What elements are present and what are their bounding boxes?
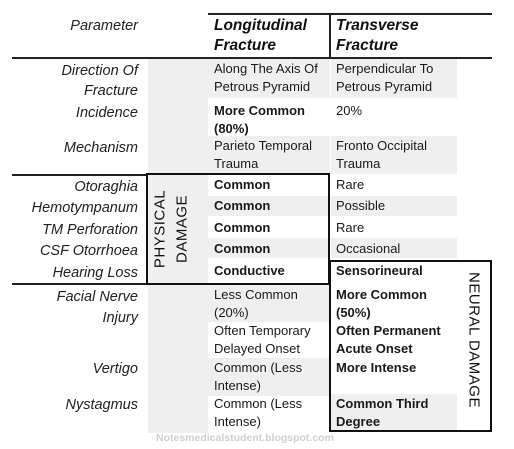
shade-long-facial bbox=[208, 284, 330, 322]
shade-long-mechanism bbox=[208, 136, 330, 174]
trans-nystagmus-line2: Degree bbox=[336, 414, 381, 429]
long-direction-line1: Along The Axis Of bbox=[214, 61, 318, 76]
trans-tm-perforation: Rare bbox=[336, 220, 365, 235]
trans-csf-otorrhoea: Occasional bbox=[336, 241, 401, 256]
trans-incidence: 20% bbox=[336, 103, 363, 118]
physical-damage-box bbox=[146, 173, 330, 285]
trans-facial-line2: (50%) bbox=[336, 305, 371, 320]
shade-param-column bbox=[148, 58, 208, 433]
trans-facial-line3: Often Permanent bbox=[336, 323, 441, 338]
long-hemotympanum: Common bbox=[214, 198, 271, 213]
param-direction-line2: Fracture bbox=[84, 83, 138, 99]
trans-mechanism-line2: Trauma bbox=[336, 156, 381, 171]
trans-direction-line1: Perpendicular To bbox=[336, 61, 434, 76]
trans-nystagmus-line1: Common Third bbox=[336, 396, 429, 411]
long-mechanism-line1: Parieto Temporal bbox=[214, 138, 313, 153]
long-facial-line3: Often Temporary bbox=[214, 323, 311, 338]
param-incidence: Incidence bbox=[75, 105, 138, 121]
trans-otoraghia: Rare bbox=[336, 177, 365, 192]
rule-top bbox=[208, 13, 492, 15]
long-otoraghia: Common bbox=[214, 177, 271, 192]
trans-facial-line4: Acute Onset bbox=[336, 341, 413, 356]
long-nystagmus-line1: Common (Less bbox=[214, 396, 303, 411]
rule-column-divider bbox=[329, 13, 331, 58]
shade-long-hemotympanum bbox=[208, 196, 328, 216]
long-incidence-line1: More Common bbox=[214, 103, 305, 118]
long-nystagmus-line2: Intense) bbox=[214, 414, 261, 429]
param-vertigo: Vertigo bbox=[92, 361, 138, 377]
param-facial-nerve-line1: Facial Nerve bbox=[56, 289, 138, 305]
trans-direction-line2: Petrous Pyramid bbox=[336, 79, 433, 94]
header-longitudinal-line2: Fracture bbox=[214, 37, 277, 54]
shade-trans-csf bbox=[331, 238, 457, 258]
header-transverse-line2: Fracture bbox=[336, 37, 399, 54]
shade-long-csf bbox=[208, 238, 328, 258]
param-facial-nerve-line2: Injury bbox=[102, 310, 138, 326]
long-vertigo-line2: Intense) bbox=[214, 378, 261, 393]
shade-trans-nystagmus bbox=[331, 394, 457, 432]
long-mechanism-line2: Trauma bbox=[214, 156, 259, 171]
trans-hemotympanum: Possible bbox=[336, 198, 386, 213]
trans-vertigo: More Intense bbox=[336, 360, 417, 375]
param-hearing-loss: Hearing Loss bbox=[52, 265, 138, 281]
neural-damage-label: NEURAL DAMAGE bbox=[465, 272, 483, 408]
long-facial-line2: (20%) bbox=[214, 305, 249, 320]
long-facial-line4: Delayed Onset bbox=[214, 341, 300, 356]
param-otoraghia: Otoraghia bbox=[74, 179, 138, 195]
shade-long-direction bbox=[208, 58, 330, 98]
long-csf-otorrhoea: Common bbox=[214, 241, 271, 256]
param-csf-otorrhoea: CSF Otorrhoea bbox=[39, 243, 138, 259]
trans-mechanism-line1: Fronto Occipital bbox=[336, 138, 428, 153]
physical-damage-label-line1: PHYSICAL bbox=[151, 189, 169, 269]
header-parameter: Parameter bbox=[70, 18, 138, 34]
rule-hearing-bottom bbox=[12, 283, 148, 285]
trans-hearing-loss: Sensorineural bbox=[336, 263, 423, 278]
trans-facial-line1: More Common bbox=[336, 287, 427, 302]
param-nystagmus: Nystagmus bbox=[65, 397, 138, 413]
long-tm-perforation: Common bbox=[214, 220, 271, 235]
shade-trans-mechanism bbox=[331, 136, 457, 174]
shade-long-vertigo bbox=[208, 358, 330, 396]
physical-damage-label-line2: DAMAGE bbox=[173, 194, 191, 264]
param-hemotympanum: Hemotympanum bbox=[31, 200, 138, 216]
watermark: Notesmedicalstudent.blogspot.com bbox=[156, 432, 334, 444]
rule-header-bottom bbox=[12, 57, 492, 59]
param-mechanism: Mechanism bbox=[63, 140, 138, 156]
long-facial-line1: Less Common bbox=[214, 287, 298, 302]
shade-trans-direction bbox=[331, 58, 457, 98]
long-vertigo-line1: Common (Less bbox=[214, 360, 303, 375]
long-incidence-line2: (80%) bbox=[214, 121, 249, 136]
neural-damage-box bbox=[329, 260, 492, 432]
long-hearing-loss: Conductive bbox=[214, 263, 285, 278]
rule-mechanism-bottom bbox=[12, 174, 148, 176]
header-longitudinal-line1: Longitudinal bbox=[214, 17, 307, 34]
shade-trans-hemotympanum bbox=[331, 196, 457, 216]
long-direction-line2: Petrous Pyramid bbox=[214, 79, 311, 94]
param-direction-line1: Direction Of bbox=[61, 63, 138, 79]
param-tm-perforation: TM Perforation bbox=[42, 222, 138, 238]
header-transverse-line1: Transverse bbox=[336, 17, 419, 34]
